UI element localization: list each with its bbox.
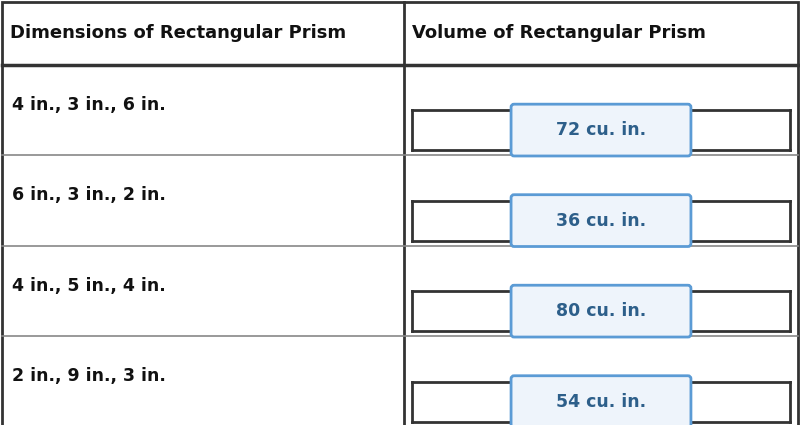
Text: 80 cu. in.: 80 cu. in. (556, 302, 646, 320)
FancyBboxPatch shape (511, 376, 691, 425)
Text: 54 cu. in.: 54 cu. in. (556, 393, 646, 411)
Text: 72 cu. in.: 72 cu. in. (556, 121, 646, 139)
FancyBboxPatch shape (511, 285, 691, 337)
Text: 6 in., 3 in., 2 in.: 6 in., 3 in., 2 in. (12, 186, 166, 204)
Text: 2 in., 9 in., 3 in.: 2 in., 9 in., 3 in. (12, 367, 166, 385)
Text: Volume of Rectangular Prism: Volume of Rectangular Prism (412, 25, 706, 42)
FancyBboxPatch shape (511, 104, 691, 156)
Text: 4 in., 3 in., 6 in.: 4 in., 3 in., 6 in. (12, 96, 166, 114)
Text: Dimensions of Rectangular Prism: Dimensions of Rectangular Prism (10, 25, 346, 42)
FancyBboxPatch shape (511, 195, 691, 246)
Text: 4 in., 5 in., 4 in.: 4 in., 5 in., 4 in. (12, 277, 166, 295)
Text: 36 cu. in.: 36 cu. in. (556, 212, 646, 230)
